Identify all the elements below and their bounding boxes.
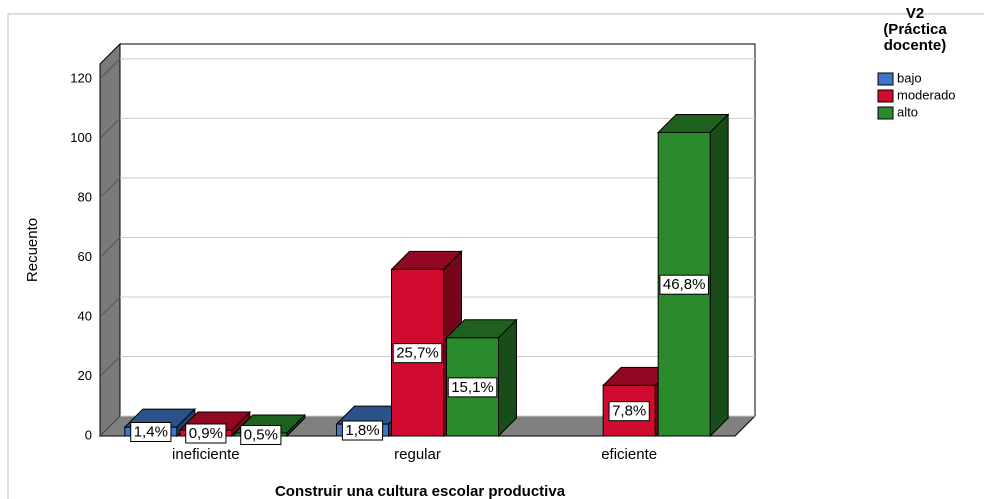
legend-swatch [877, 89, 894, 103]
y-axis-label: Recuento [24, 218, 41, 282]
data-label: 0,5% [244, 426, 278, 443]
x-tick-label: eficiente [601, 446, 657, 463]
tick-mark [99, 58, 121, 80]
y-tick-label: 60 [78, 249, 92, 264]
legend-title: (Práctica [883, 21, 947, 38]
legend-label: bajo [897, 70, 922, 85]
data-label-box [659, 274, 709, 295]
y-tick-label: 20 [78, 368, 92, 383]
tick-mark [99, 296, 121, 318]
y-tick-label: 100 [70, 130, 92, 145]
data-label-box [130, 422, 172, 443]
data-label: 25,7% [396, 345, 439, 362]
data-label: 1,8% [345, 422, 379, 439]
data-label: 15,1% [451, 379, 494, 396]
frame [7, 13, 984, 499]
tick-mark [99, 177, 121, 199]
y-tick-label: 40 [78, 308, 92, 323]
y-tick-label: 120 [70, 70, 92, 85]
tick-mark [99, 356, 121, 377]
x-tick-label: ineficiente [172, 446, 240, 463]
x-tick-label: regular [394, 446, 441, 463]
data-label-box [240, 424, 282, 445]
data-label-box [185, 423, 227, 444]
tick-mark [99, 118, 121, 139]
bar-side [709, 113, 729, 438]
x-axis-label: Construir una cultura escolar productiva [275, 483, 566, 499]
legend-swatch [877, 72, 894, 86]
data-label: 7,8% [612, 403, 646, 420]
data-label-box [341, 420, 384, 441]
data-label-box [608, 401, 650, 422]
legend-label: alto [897, 104, 918, 119]
legend-label: moderado [897, 87, 956, 102]
tick-mark [99, 237, 121, 258]
y-tick-label: 0 [85, 427, 92, 442]
bar-side [498, 318, 517, 438]
legend-title: V2 [906, 5, 924, 22]
data-label: 0,9% [189, 425, 223, 442]
data-label: 46,8% [663, 276, 706, 293]
legend-title: docente) [884, 37, 947, 54]
legend-swatch [877, 106, 894, 120]
tick-mark [99, 415, 121, 437]
data-label-box [392, 343, 443, 364]
y-tick-label: 80 [78, 189, 92, 204]
data-label-box [447, 377, 498, 398]
data-label: 1,4% [134, 424, 168, 441]
